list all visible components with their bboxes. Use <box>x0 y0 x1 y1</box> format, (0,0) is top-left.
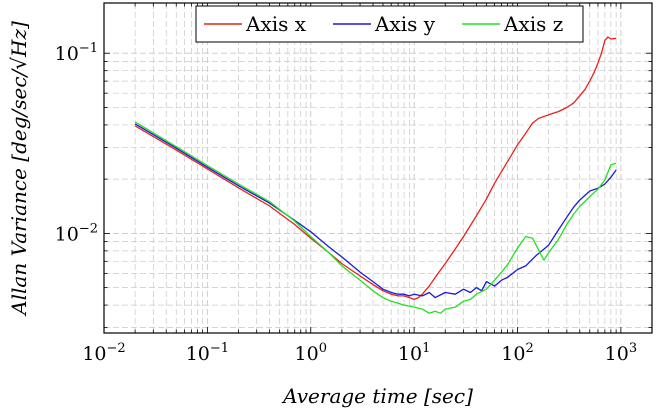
grid-lines <box>103 3 653 333</box>
y-axis-title: Allan Variance [deg/sec/√Hz] <box>7 21 31 317</box>
series-line-axis-x <box>134 36 617 301</box>
legend-label: Axis z <box>503 12 563 36</box>
legend-label: Axis y <box>374 12 436 36</box>
series-line-axis-y <box>134 123 617 299</box>
y-tick-label: 10−1 <box>55 41 98 65</box>
legend: Axis x Axis y Axis z <box>195 5 584 43</box>
y-tick-label: 10−2 <box>55 221 98 245</box>
series-line-axis-z <box>134 121 617 314</box>
series-lines <box>134 36 617 314</box>
tick-labels: 10−2 10−1 100 101 102 103 10−2 10−1 <box>55 41 637 365</box>
x-tick-label: 101 <box>398 341 430 365</box>
legend-box <box>195 5 584 43</box>
x-tick-label: 103 <box>605 341 637 365</box>
x-axis-title: Average time [sec] <box>281 384 473 408</box>
x-tick-label: 100 <box>295 341 327 365</box>
x-tick-label: 102 <box>501 341 533 365</box>
legend-label: Axis x <box>245 12 307 36</box>
x-tick-label: 10−1 <box>186 341 229 365</box>
x-tick-label: 10−2 <box>82 341 125 365</box>
plot-frame <box>103 2 653 334</box>
axis-ticks <box>103 3 653 333</box>
